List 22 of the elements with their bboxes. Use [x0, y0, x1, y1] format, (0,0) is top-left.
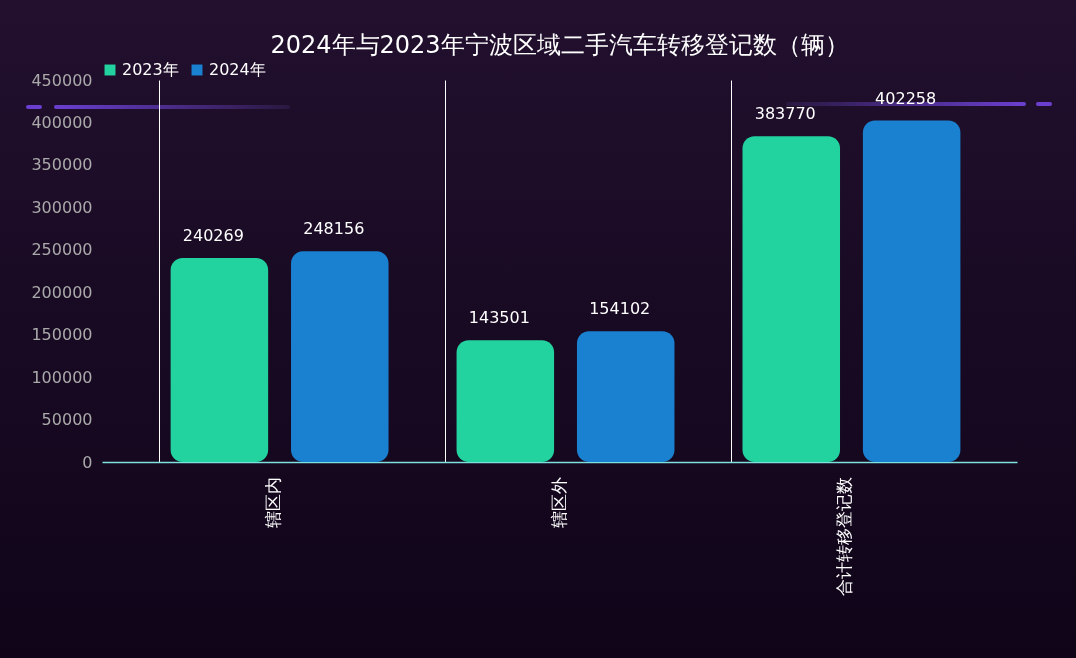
y-tick-label: 0: [82, 452, 93, 472]
data-label: 143501: [468, 308, 530, 328]
y-tick-label: 250000: [31, 240, 93, 260]
legend-label: 2024年: [209, 60, 266, 79]
y-tick-label: 350000: [31, 155, 93, 175]
x-tick-label: 合计转移登记数: [834, 476, 855, 596]
y-tick-label: 200000: [31, 282, 93, 302]
y-tick-label: 150000: [31, 325, 93, 345]
data-label: 154102: [589, 299, 651, 319]
data-label: 402258: [875, 88, 937, 108]
x-tick-label: 辖区外: [548, 476, 569, 528]
data-label: 240269: [182, 226, 244, 246]
data-label: 383770: [754, 104, 816, 124]
y-tick-label: 100000: [31, 367, 93, 387]
y-tick-label: 400000: [31, 112, 93, 132]
y-tick-label: 300000: [31, 197, 93, 217]
legend-label: 2023年: [122, 60, 179, 79]
y-tick-label: 450000: [31, 70, 93, 90]
y-tick-label: 50000: [41, 410, 93, 430]
x-tick-label: 辖区内: [262, 476, 283, 528]
chart-title: 2024年与2023年宁波区域二手汽车转移登记数（辆）: [270, 31, 849, 59]
data-label: 248156: [303, 219, 365, 239]
